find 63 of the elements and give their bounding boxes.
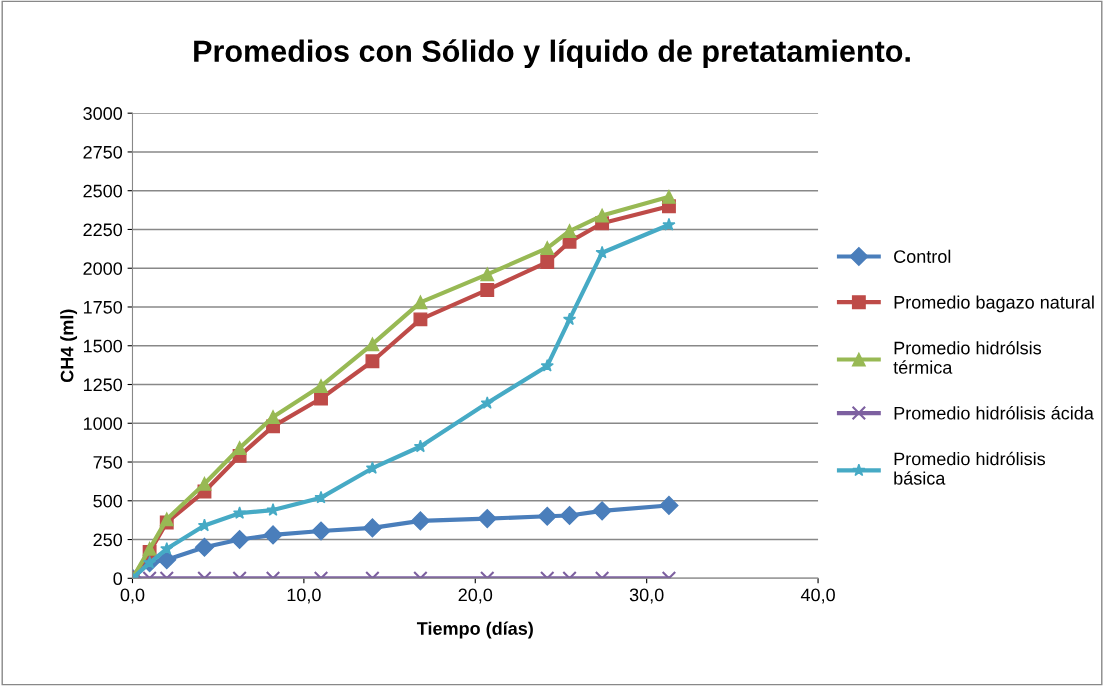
point [365,337,380,352]
point [540,358,554,372]
point [263,525,283,545]
point [157,550,177,570]
legend-label: Promedio bagazo natural [894,295,1094,313]
y-tick-label: 1000 [83,417,123,430]
point [540,241,555,256]
legend-label: Promedio hidrólsis térmica [893,340,1042,374]
y-tick-label: 2250 [83,223,123,237]
point [562,224,577,238]
point [266,410,280,425]
point [662,189,676,204]
point [230,530,250,550]
y-tick-label: 750 [93,455,123,469]
point [266,503,280,516]
point [562,312,577,326]
point [595,208,610,223]
point [413,439,428,453]
y-tick-label: 250 [93,533,123,547]
point [197,476,212,491]
legend-label: Control [894,249,951,263]
y-tick-label: 0 [113,572,123,586]
point [413,312,428,327]
point [314,490,328,504]
legend-label: Promedio hidrólisis básica [894,451,1046,485]
y-tick-label: 2500 [83,184,123,198]
point [362,518,382,538]
point [659,495,679,515]
point [560,505,580,526]
x-axis-title: Tiempo (días) [416,621,533,639]
x-tick-label: 0,0 [120,588,145,604]
x-tick-label: 10,0 [287,588,321,604]
x-tick-label: 40,0 [800,588,835,604]
y-tick-label: 1500 [83,339,123,353]
x-tick-label: 30,0 [629,588,664,604]
y-tick-label: 2000 [83,262,123,275]
point [365,354,380,369]
point [413,295,428,310]
point [232,506,247,519]
y-tick-label: 3000 [83,107,123,120]
point [160,541,174,555]
y-tick-label: 2750 [83,145,123,159]
chart-title: Promedios con Sólido y líquido de pretatamiento. [194,39,910,69]
point [595,245,609,259]
y-tick-label: 1750 [83,300,123,314]
x-tick-label: 20,0 [458,588,493,604]
point [537,506,557,526]
legend-label: Promedio hidrólisis ácida [894,406,1094,420]
y-axis-title: CH4 (ml) [60,309,78,383]
point [314,379,328,393]
point [592,501,612,521]
y-tick-label: 500 [93,494,123,508]
point [477,509,497,529]
point [410,511,430,531]
point [540,255,555,269]
y-tick-label: 1250 [83,378,123,392]
point [480,396,494,409]
point [311,521,331,541]
point [662,217,676,231]
point [480,267,495,282]
point [232,441,247,456]
point [194,537,215,557]
point [480,282,495,297]
